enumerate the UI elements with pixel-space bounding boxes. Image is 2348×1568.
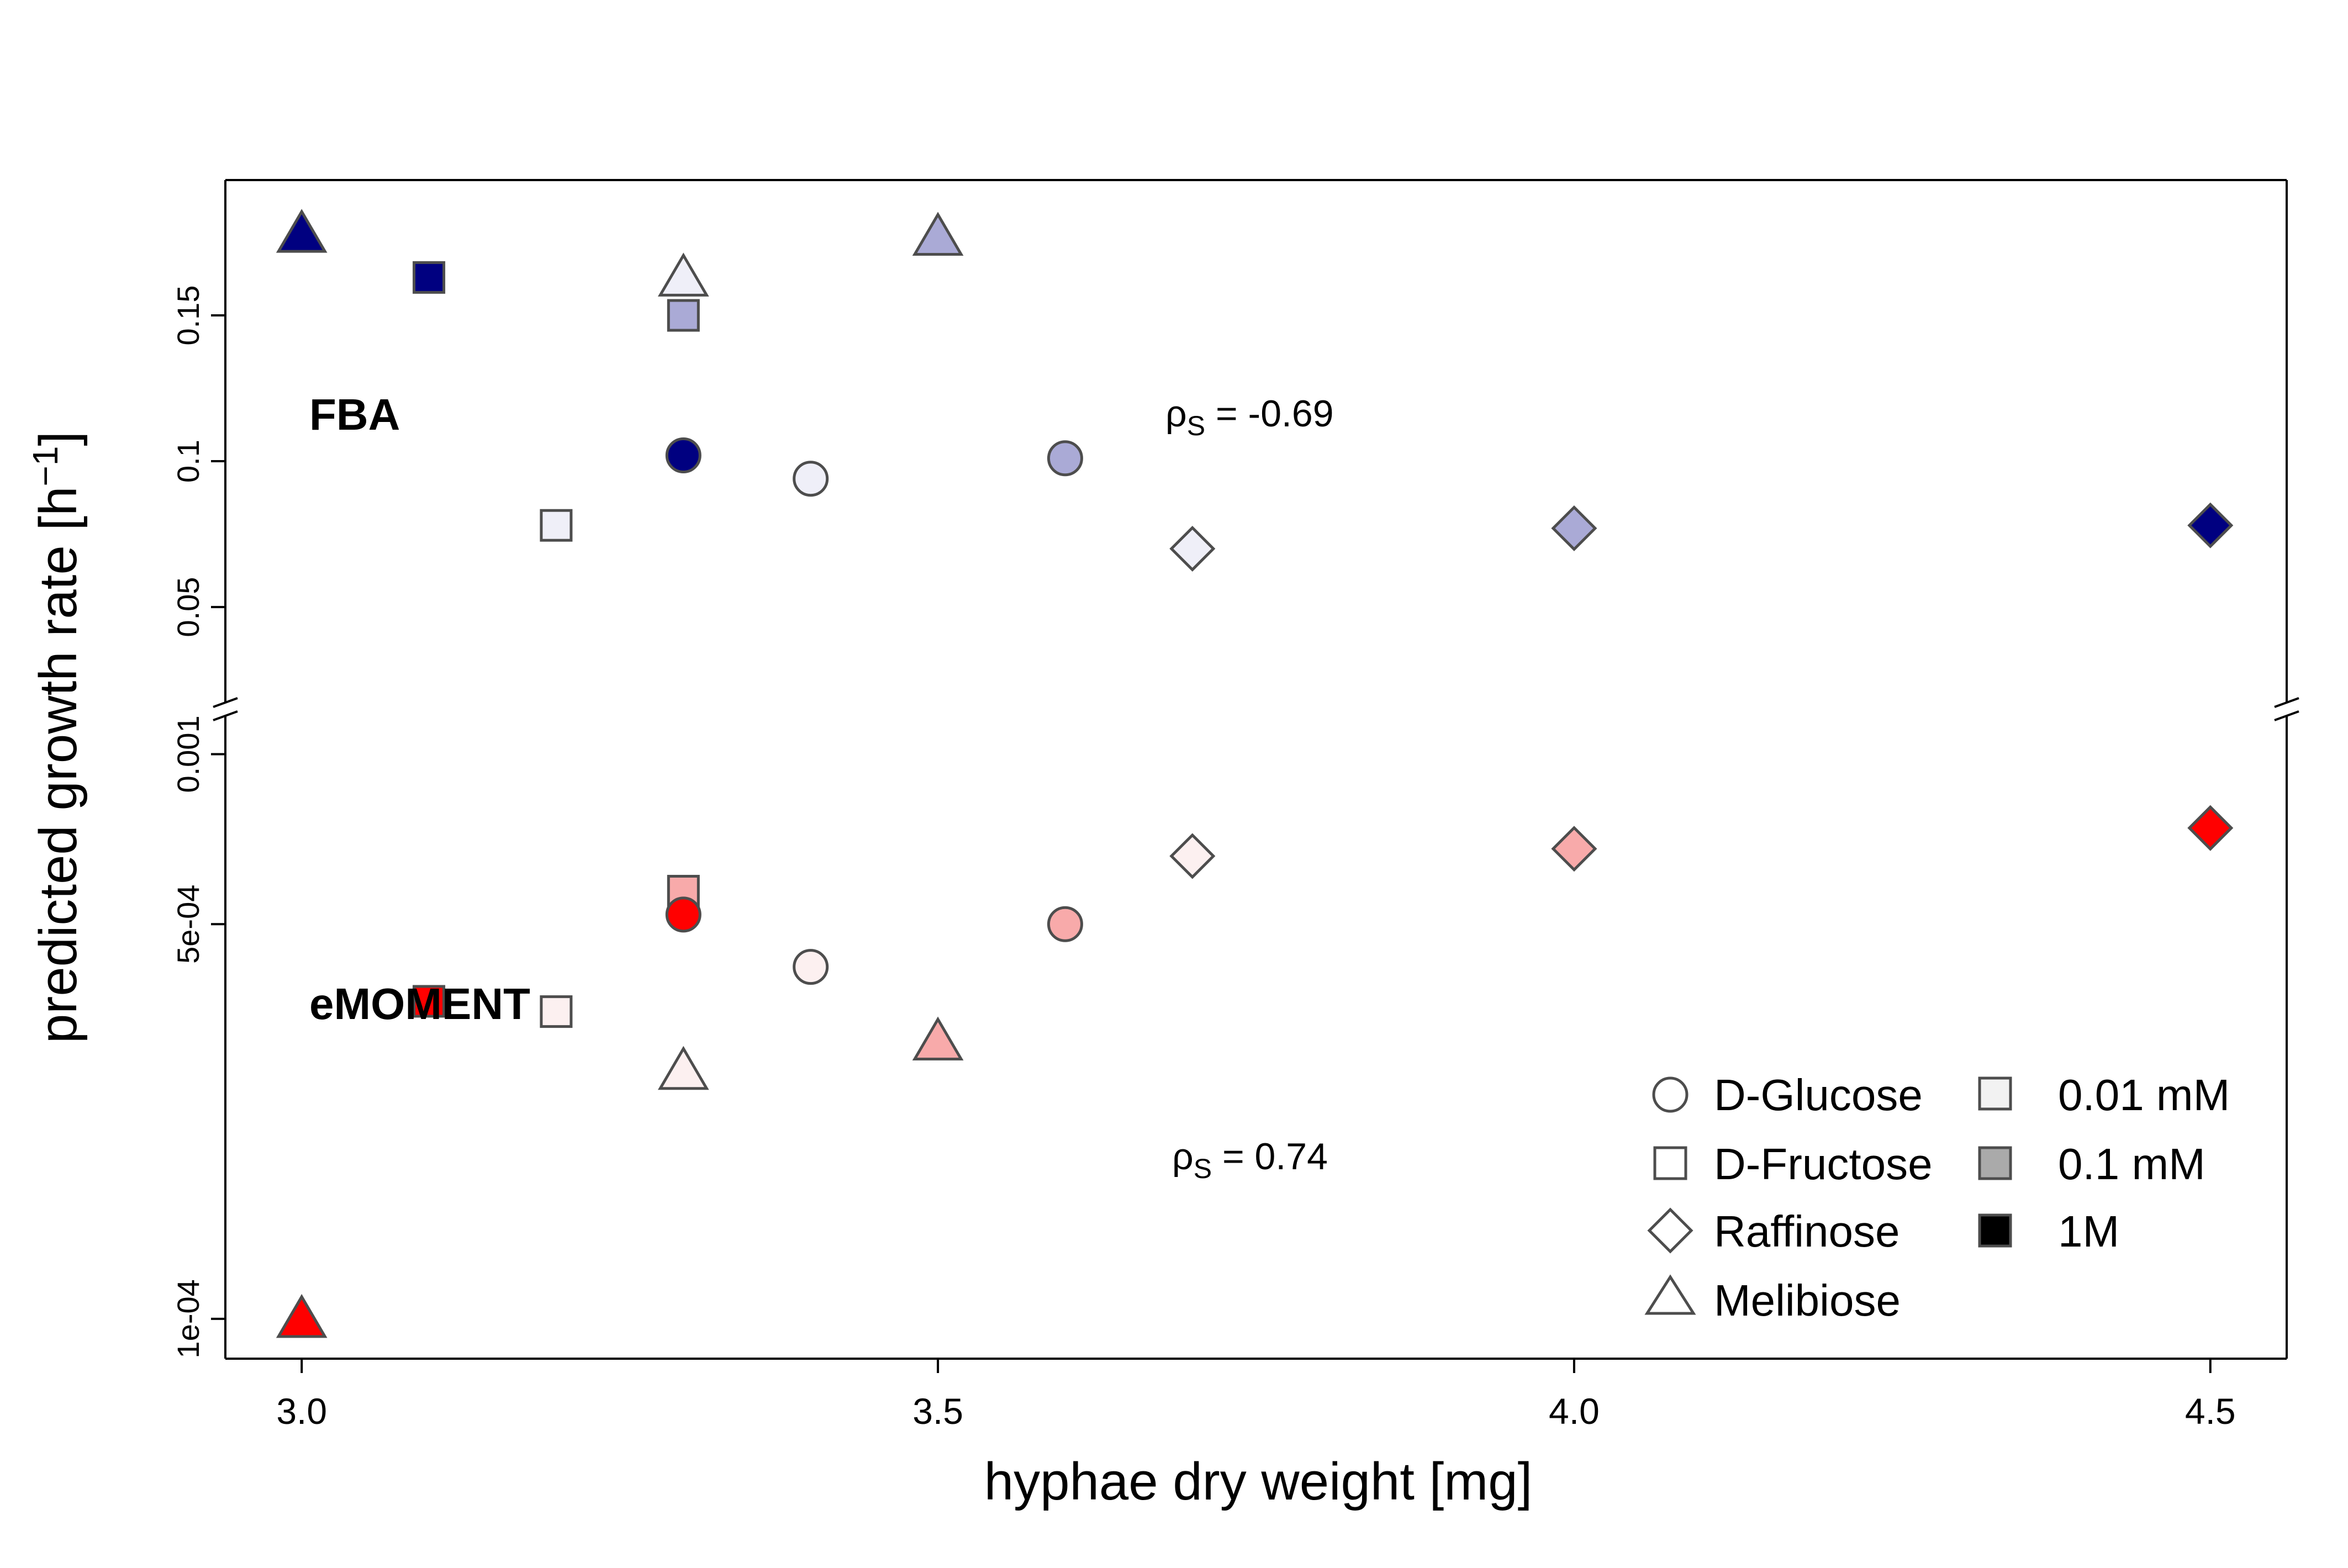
emoment-d-glucose-point <box>1047 906 1083 942</box>
rho-symbol: ρ <box>1165 393 1187 435</box>
fba-melibiose-point <box>912 212 964 256</box>
rho-subscript: S <box>1194 1153 1212 1184</box>
x-tick-label: 4.0 <box>1549 1391 1600 1432</box>
legend-label: D-Glucose <box>1714 1070 1923 1120</box>
emoment-d-fructose-point <box>413 985 446 1018</box>
x-tick-label: 4.5 <box>2185 1391 2236 1432</box>
fba-d-fructose-point <box>667 299 700 332</box>
y-tick-label: 0.15 <box>171 286 205 346</box>
emoment-raffinose-point <box>1169 833 1216 879</box>
legend-item-raffinose: Raffinose <box>1647 1207 1900 1256</box>
rho-value: = 0.74 <box>1212 1136 1328 1178</box>
axis-break-mark <box>213 710 238 721</box>
rho-annotation-emoment: ρS = 0.74 <box>1172 1136 1328 1184</box>
emoment-raffinose-point <box>1551 826 1597 872</box>
rho-subscript: S <box>1187 410 1205 441</box>
legend-square-icon <box>1653 1146 1687 1180</box>
y-tick-label: 0.001 <box>171 715 205 793</box>
y-axis: 0.05 0.1 0.15 1e-04 5e-04 0.001 <box>171 286 225 1358</box>
legend-label: 0.1 mM <box>2058 1139 2205 1189</box>
data-points <box>276 209 2234 1338</box>
fba-d-glucose-point <box>665 437 701 473</box>
legend-item-d-fructose: D-Fructose <box>1653 1139 1933 1189</box>
legend-label: D-Fructose <box>1714 1139 1933 1189</box>
panel-label-fba: FBA <box>309 390 400 439</box>
rho-value: = -0.69 <box>1205 393 1334 435</box>
fba-melibiose-point <box>657 252 709 297</box>
legend-label: Raffinose <box>1714 1207 1900 1256</box>
emoment-d-glucose-point <box>665 896 701 933</box>
legend-item-conc-001: 0.01 mM <box>1978 1070 2230 1120</box>
fba-d-glucose-point <box>1047 440 1083 477</box>
fba-d-fructose-point <box>413 261 446 294</box>
legend-swatch-icon <box>1978 1146 2012 1180</box>
plot-frame <box>213 179 2299 1360</box>
legend-item-conc-1m: 1M <box>1978 1207 2119 1256</box>
y-tick-label: 0.1 <box>171 440 205 483</box>
y-axis-title-main: predicted growth rate [h <box>29 487 88 1044</box>
legend-triangle-icon <box>1644 1274 1696 1315</box>
rho-annotation-fba: ρS = -0.69 <box>1165 393 1334 441</box>
legend-label: 1M <box>2058 1207 2119 1256</box>
legend-item-conc-01: 0.1 mM <box>1978 1139 2205 1189</box>
legend-label: 0.01 mM <box>2058 1070 2230 1120</box>
axis-break-mark <box>2274 697 2299 708</box>
y-tick-label: 0.05 <box>171 577 205 637</box>
legend-swatch-icon <box>1978 1213 2012 1248</box>
legend-item-d-glucose: D-Glucose <box>1652 1070 1923 1120</box>
fba-d-fructose-point <box>540 509 573 542</box>
legend-swatch-icon <box>1978 1076 2012 1111</box>
emoment-d-glucose-point <box>793 949 829 985</box>
y-tick-label: 1e-04 <box>171 1279 205 1358</box>
fba-d-glucose-point <box>793 461 829 497</box>
x-axis-title: hyphae dry weight [mg] <box>984 1452 1533 1511</box>
legend-item-melibiose: Melibiose <box>1644 1274 1901 1325</box>
emoment-melibiose-point <box>276 1294 328 1338</box>
axis-break-mark <box>213 697 238 708</box>
legend: D-Glucose D-Fructose Raffinose Melibiose… <box>1644 1070 2230 1325</box>
y-axis-title-superscript: −1 <box>25 446 65 487</box>
x-axis: 3.0 3.5 4.0 4.5 <box>276 1359 2236 1432</box>
fba-raffinose-point <box>2187 502 2234 548</box>
axis-break-mark <box>2274 710 2299 721</box>
emoment-raffinose-point <box>2187 805 2234 851</box>
fba-raffinose-point <box>1551 505 1597 552</box>
legend-diamond-icon <box>1647 1207 1693 1254</box>
legend-circle-icon <box>1652 1076 1689 1113</box>
y-axis-title: predicted growth rate [h−1] <box>25 431 88 1043</box>
emoment-melibiose-point <box>912 1016 964 1060</box>
fba-raffinose-point <box>1169 525 1216 572</box>
panel-label-emoment: eMOMENT <box>309 979 530 1028</box>
y-axis-title-suffix: ] <box>29 431 88 446</box>
fba-melibiose-point <box>276 209 328 253</box>
rho-symbol: ρ <box>1172 1136 1194 1178</box>
emoment-d-fructose-point <box>540 995 573 1028</box>
x-tick-label: 3.5 <box>912 1391 963 1432</box>
legend-label: Melibiose <box>1714 1276 1901 1325</box>
emoment-melibiose-point <box>657 1046 709 1090</box>
x-tick-label: 3.0 <box>276 1391 327 1432</box>
y-tick-label: 5e-04 <box>171 885 205 964</box>
